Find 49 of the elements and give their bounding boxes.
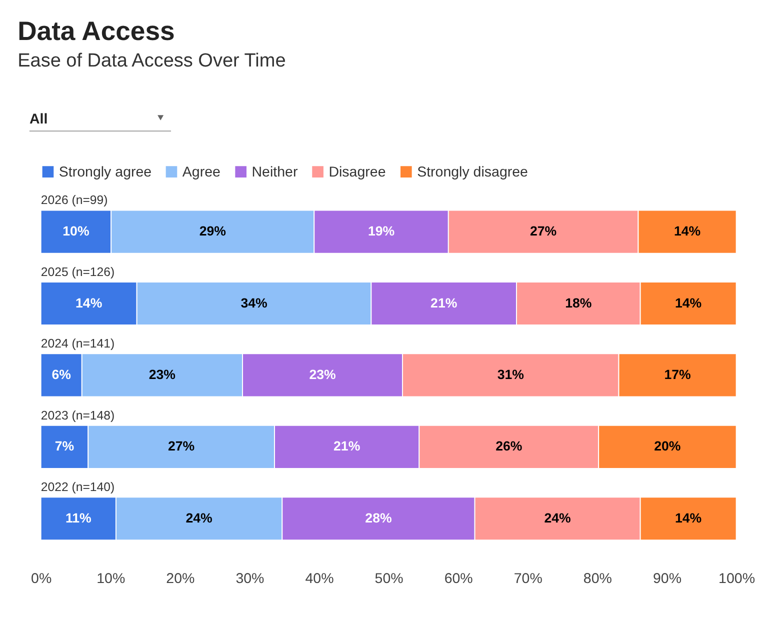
data-label: 14% — [675, 295, 702, 310]
data-label: 27% — [530, 224, 557, 239]
data-label: 28% — [365, 510, 392, 526]
data-label: 7% — [54, 438, 74, 454]
data-label: 31% — [497, 367, 524, 382]
x-tick-label: 70% — [514, 570, 543, 587]
legend-label: Neither — [252, 164, 298, 181]
data-label: 21% — [334, 438, 360, 454]
x-tick-label: 30% — [236, 570, 265, 587]
y-tick-label: 2024 (n=141) — [40, 336, 115, 351]
data-label: 23% — [148, 367, 176, 382]
y-tick-label: 2025 (n=126) — [40, 264, 115, 279]
legend-label: Strongly disagree — [417, 164, 528, 181]
chart-subtitle: Ease of Data Access Over Time — [18, 50, 286, 72]
x-tick-label: 60% — [444, 570, 474, 587]
legend-label: Agree — [182, 164, 221, 181]
data-label: 24% — [186, 510, 213, 526]
y-tick-label: 2023 (n=148) — [40, 408, 115, 422]
data-label: 18% — [565, 295, 592, 310]
y-tick-label: 2026 (n=99) — [40, 193, 108, 208]
text: All — [29, 111, 48, 128]
data-label: 23% — [309, 367, 336, 382]
chart-title: Data Access — [18, 16, 175, 46]
data-label: 21% — [430, 295, 458, 310]
data-label: 20% — [654, 438, 681, 454]
data-label: 17% — [664, 367, 692, 382]
data-label: 19% — [368, 224, 395, 239]
x-tick-label: 50% — [374, 570, 404, 587]
x-tick-label: 100% — [718, 570, 756, 587]
data-label: 14% — [76, 295, 102, 310]
data-label: 29% — [199, 224, 226, 239]
data-label: 10% — [62, 224, 90, 239]
data-label: 6% — [52, 367, 72, 382]
legend-label: Strongly agree — [58, 164, 152, 181]
data-label: 24% — [544, 510, 572, 526]
x-tick-label: 20% — [166, 570, 195, 587]
data-label: 27% — [168, 438, 195, 454]
x-tick-label: 10% — [96, 570, 126, 587]
y-tick-label: 2022 (n=140) — [40, 480, 115, 494]
x-tick-label: 0% — [31, 570, 52, 587]
data-label: 14% — [675, 510, 702, 526]
data-label: 11% — [65, 510, 92, 526]
x-tick-label: 40% — [305, 570, 334, 587]
data-label: 14% — [674, 224, 701, 239]
data-label: 34% — [240, 295, 268, 310]
legend-label: Disagree — [328, 164, 386, 181]
x-tick-label: 80% — [583, 570, 612, 587]
data-label: 26% — [496, 438, 522, 454]
x-tick-label: 90% — [652, 570, 682, 587]
